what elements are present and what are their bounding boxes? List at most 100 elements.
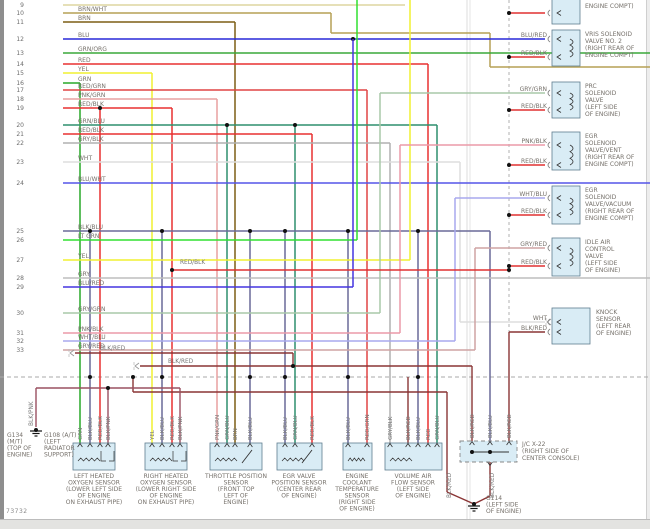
ground-label: RADIATOR [44, 445, 75, 452]
terminal-arrow [159, 442, 165, 448]
component-label: SENSOR [596, 316, 621, 323]
connector-arc [547, 89, 551, 97]
wire-color-tag: BLK/PNK [29, 401, 35, 426]
connector-arc [547, 328, 551, 336]
wire-junction-dot [507, 163, 511, 167]
wire-color-label: GRY/RED [520, 241, 547, 248]
wire-color-label: GRY/GRN [78, 306, 105, 313]
wire-color-label-vertical: BLK/BLU [416, 417, 422, 440]
terminal-arrow [309, 442, 315, 448]
component-label: (RIGHT SIDE [338, 499, 375, 506]
terminal-arrow [149, 442, 155, 448]
wire-junction-dot [88, 375, 92, 379]
connector-arc [547, 53, 551, 61]
wire-junction-dot [470, 450, 474, 454]
circuit-number: 19 [16, 105, 24, 112]
component-label: (RIGHT REAR OF [585, 208, 635, 215]
component-label: SOLENOID [585, 140, 617, 147]
wire-color-label-vertical: BLK/PNK [106, 416, 112, 440]
wire-color-label: BLK/BLU [78, 224, 103, 231]
wire-junction-dot [283, 229, 287, 233]
component-label: (LEFT SIDE [585, 260, 618, 267]
component-label: EGR VALVE [283, 473, 316, 480]
wire-color-label: RED/BLK [521, 208, 548, 215]
resistor-symbol [389, 457, 413, 462]
component-label: VALVE [585, 253, 604, 260]
terminal-arrow [345, 442, 351, 448]
terminal-arrow [556, 142, 562, 148]
wire-color-label-vertical: GRY/BLK [388, 416, 394, 440]
resistor-symbol [149, 457, 173, 462]
terminal-arrow [105, 442, 111, 448]
component-label: (LOWER RIGHT SIDE [136, 486, 197, 493]
component-label: (LEFT SIDE [585, 104, 618, 111]
page-bottom-edge [0, 519, 650, 529]
wire-color-label: RED/BLK [521, 103, 548, 110]
wire-junction-dot [293, 123, 297, 127]
component-label: ON EXHAUST PIPE) [138, 499, 195, 506]
inline-connector-icon [546, 318, 552, 326]
circuit-number: 26 [16, 237, 24, 244]
component-label: OF ENGINE) [339, 506, 374, 513]
component-label: (LEFT REAR [596, 323, 631, 330]
connector-arc [547, 141, 551, 149]
circuit-number: 21 [16, 131, 24, 138]
circuit-number: 18 [16, 96, 24, 103]
terminal-arrow [282, 442, 288, 448]
circuit-number: 16 [16, 80, 24, 87]
wire-color-label-vertical: BLK/RED [507, 414, 513, 438]
wire-color-label: GRY/BLK [78, 136, 105, 143]
component-label: ENGINE COMPT) [585, 3, 634, 10]
wire-color-label: BRN [78, 15, 91, 22]
wire-junction-dot [248, 229, 252, 233]
terminal-arrow [556, 90, 562, 96]
connector-arc [547, 9, 551, 17]
terminal-arrow [556, 36, 562, 42]
wire-color-label-vertical: PNK/GRN [215, 415, 221, 440]
circuit-number: 32 [16, 338, 24, 345]
wire-color-tag: RED/BLK [180, 260, 205, 266]
component-label: RIGHT HEATED [144, 473, 189, 480]
wire-color-label-vertical: BLK/RED [470, 414, 476, 438]
wire-color-label: BLK/RED [521, 325, 547, 332]
wire-junction-dot [416, 375, 420, 379]
wire-color-label-vertical: BLK/RED [406, 416, 412, 440]
connector-arc [547, 161, 551, 169]
component-label: ENGINE COMPT) [585, 161, 634, 168]
circuit-number: 23 [16, 159, 24, 166]
wire-junction-dot [160, 375, 164, 379]
wire-color-label-vertical: GRN/BLU [435, 415, 441, 440]
component-label: ENGINE) [223, 499, 248, 506]
terminal-arrow [415, 442, 421, 448]
connector-arc [547, 244, 551, 252]
wire-color-label: PNK/BLK [78, 326, 105, 333]
wire-color-label-vertical: BLK/BLU [283, 417, 289, 440]
wire-junction-dot [472, 502, 476, 506]
wire-color-label-vertical: GRN/BLU [293, 415, 299, 440]
component-box [384, 442, 443, 471]
component-label: CONTROL [585, 246, 615, 253]
document-number: 73732 [6, 508, 28, 515]
wire-junction-dot [170, 268, 174, 272]
wire-junction-dot [507, 213, 511, 217]
solenoid-coil-symbol [569, 144, 574, 166]
terminal-arrow [214, 442, 220, 448]
terminal-arrow [487, 440, 493, 446]
component-label: OF ENGINE) [585, 267, 620, 274]
wire-color-label: GRN/BLU [78, 118, 105, 125]
wire-color-label-vertical: YEL [150, 429, 156, 441]
sensor-symbol [100, 451, 115, 462]
wire-color-label: GRY [78, 271, 90, 278]
circuit-number: 24 [16, 180, 24, 187]
wire-color-label: BRN/WHT [78, 6, 107, 13]
component-label: OF ENGINE) [585, 111, 620, 118]
component-label: VALVE [585, 97, 604, 104]
wire-color-label: GRY/RED [78, 343, 105, 350]
wire-color-label: WHT [533, 315, 547, 322]
connector-arc [547, 194, 551, 202]
wire-color-label-vertical: BLK/BLU [488, 415, 494, 438]
wire-color-label-vertical: RED/BLK [170, 416, 176, 440]
component-label: LEFT OF [224, 493, 249, 500]
component-box [551, 81, 581, 119]
